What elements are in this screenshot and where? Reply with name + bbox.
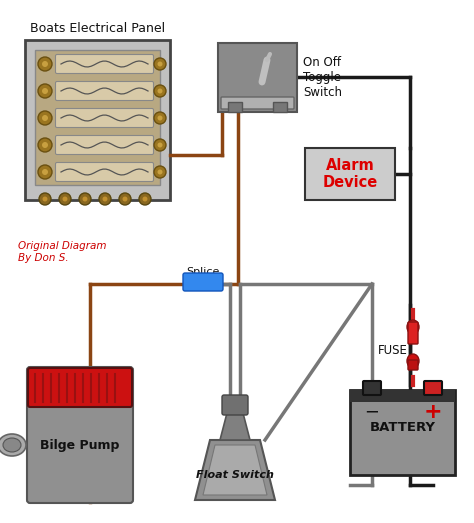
Circle shape xyxy=(42,88,48,94)
FancyBboxPatch shape xyxy=(55,54,154,74)
Ellipse shape xyxy=(0,434,26,456)
Circle shape xyxy=(63,197,67,201)
Circle shape xyxy=(42,142,48,148)
Text: BATTERY: BATTERY xyxy=(370,421,436,434)
Circle shape xyxy=(157,116,163,120)
Ellipse shape xyxy=(407,320,419,334)
Circle shape xyxy=(119,193,131,205)
Circle shape xyxy=(38,165,52,179)
FancyBboxPatch shape xyxy=(363,381,381,395)
FancyBboxPatch shape xyxy=(222,395,248,415)
Text: Splice: Splice xyxy=(186,267,219,277)
Text: Boats Electrical Panel: Boats Electrical Panel xyxy=(30,22,165,35)
Circle shape xyxy=(79,193,91,205)
Circle shape xyxy=(42,115,48,121)
FancyBboxPatch shape xyxy=(55,108,154,128)
Ellipse shape xyxy=(407,354,419,368)
Circle shape xyxy=(157,62,163,66)
FancyBboxPatch shape xyxy=(408,360,418,370)
Circle shape xyxy=(38,84,52,98)
FancyBboxPatch shape xyxy=(25,40,170,200)
Circle shape xyxy=(59,193,71,205)
Text: On Off
Toggle
Switch: On Off Toggle Switch xyxy=(303,56,342,99)
Circle shape xyxy=(139,193,151,205)
FancyBboxPatch shape xyxy=(228,102,242,112)
Text: +: + xyxy=(424,402,442,422)
Circle shape xyxy=(122,197,128,201)
Circle shape xyxy=(82,197,88,201)
FancyBboxPatch shape xyxy=(221,97,294,109)
Circle shape xyxy=(102,197,108,201)
Circle shape xyxy=(38,138,52,152)
Text: FUSE: FUSE xyxy=(378,344,408,357)
Circle shape xyxy=(157,169,163,175)
Circle shape xyxy=(42,61,48,67)
Circle shape xyxy=(143,197,147,201)
Circle shape xyxy=(157,88,163,94)
Circle shape xyxy=(42,169,48,175)
Polygon shape xyxy=(195,440,275,500)
Ellipse shape xyxy=(3,438,21,452)
Circle shape xyxy=(157,142,163,147)
Circle shape xyxy=(99,193,111,205)
Polygon shape xyxy=(220,413,250,440)
FancyBboxPatch shape xyxy=(350,390,455,475)
Circle shape xyxy=(43,197,47,201)
Circle shape xyxy=(154,85,166,97)
Circle shape xyxy=(39,193,51,205)
Text: ─: ─ xyxy=(366,403,377,421)
FancyBboxPatch shape xyxy=(218,43,297,112)
Text: Original Diagram
By Don S.: Original Diagram By Don S. xyxy=(18,241,107,263)
FancyBboxPatch shape xyxy=(35,50,160,185)
FancyBboxPatch shape xyxy=(183,273,223,291)
Circle shape xyxy=(38,111,52,125)
FancyBboxPatch shape xyxy=(408,322,418,344)
Circle shape xyxy=(38,57,52,71)
Circle shape xyxy=(154,58,166,70)
FancyBboxPatch shape xyxy=(55,82,154,100)
FancyBboxPatch shape xyxy=(305,148,395,200)
Text: Float Switch: Float Switch xyxy=(196,470,274,480)
Circle shape xyxy=(154,112,166,124)
FancyBboxPatch shape xyxy=(28,368,132,407)
Text: Bilge Pump: Bilge Pump xyxy=(40,438,120,451)
Circle shape xyxy=(154,139,166,151)
FancyBboxPatch shape xyxy=(55,135,154,154)
FancyBboxPatch shape xyxy=(350,390,455,402)
FancyBboxPatch shape xyxy=(27,367,133,503)
FancyBboxPatch shape xyxy=(55,163,154,181)
FancyBboxPatch shape xyxy=(273,102,287,112)
Text: Alarm
Device: Alarm Device xyxy=(322,158,378,190)
Polygon shape xyxy=(203,445,267,495)
Circle shape xyxy=(154,166,166,178)
FancyBboxPatch shape xyxy=(424,381,442,395)
